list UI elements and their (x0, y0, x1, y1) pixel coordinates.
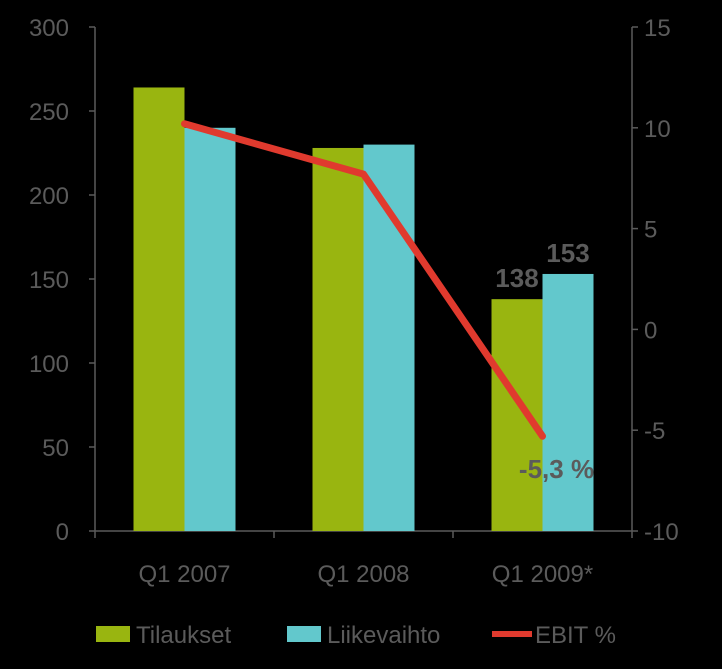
left-tick-label: 150 (29, 267, 69, 294)
data-label: 153 (546, 238, 589, 268)
bar-liikevaihto (184, 127, 236, 532)
legend-label: EBIT % (535, 622, 616, 649)
right-tick-label: 15 (644, 15, 671, 42)
bar-liikevaihto (363, 144, 415, 531)
legend: Tilaukset Liikevaihto EBIT % (96, 622, 616, 649)
left-tick-label: 200 (29, 183, 69, 210)
legend-label: Liikevaihto (327, 622, 440, 649)
right-tick-label: 0 (644, 317, 657, 344)
legend-label: Tilaukset (136, 622, 231, 649)
legend-item: Tilaukset (96, 622, 231, 649)
legend-swatch (96, 626, 130, 642)
ebit-line (181, 120, 546, 440)
left-tick-label: 0 (56, 519, 69, 546)
left-tick-label: 250 (29, 99, 69, 126)
legend-swatch (287, 626, 321, 642)
data-label: 138 (495, 263, 538, 293)
legend-item: EBIT % (492, 622, 616, 649)
category-label: Q1 2008 (317, 561, 409, 588)
bar-tilaukset (133, 87, 185, 531)
category-label: Q1 2007 (138, 561, 230, 588)
left-tick-label: 300 (29, 15, 69, 42)
legend-item: Liikevaihto (287, 622, 440, 649)
data-label: -5,3 % (519, 454, 594, 484)
bar-liikevaihto (542, 273, 594, 531)
left-tick-label: 100 (29, 351, 69, 378)
bar-tilaukset (491, 299, 543, 531)
right-tick-label: -5 (644, 418, 665, 445)
category-label: Q1 2009* (492, 561, 593, 588)
right-tick-label: 5 (644, 217, 657, 244)
bars (133, 87, 594, 532)
bar-tilaukset (312, 147, 364, 531)
right-tick-label: 10 (644, 116, 671, 143)
right-tick-label: -10 (644, 519, 679, 546)
data-labels: 138 153 -5,3 % (495, 238, 594, 484)
axes: 0 50 100 150 200 250 300 -10 -5 0 5 10 15 Q1 2007 Q1 2… (29, 15, 679, 588)
left-tick-label: 50 (42, 435, 69, 462)
